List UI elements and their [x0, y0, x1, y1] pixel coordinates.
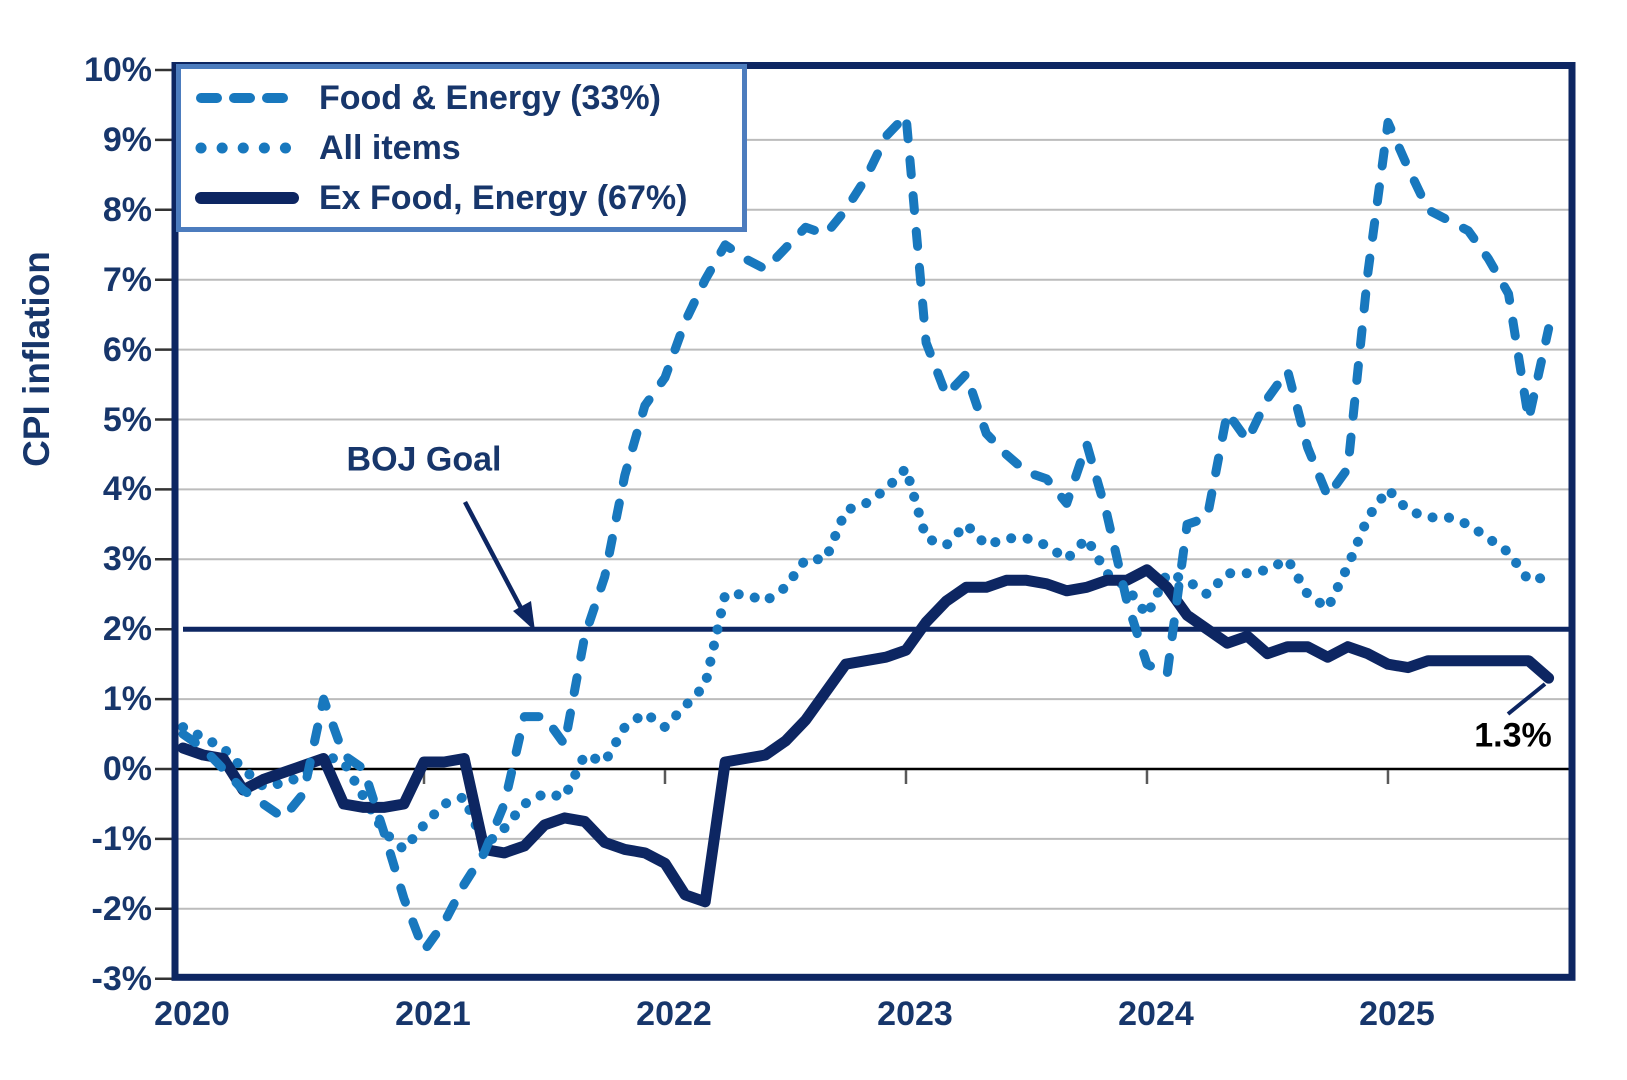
legend-item-food-energy: Food & Energy (33%) — [195, 79, 742, 118]
series-line-food-energy — [178, 110, 1554, 956]
legend-label-ex-food-energy: Ex Food, Energy (67%) — [319, 178, 688, 217]
y-tick-label: 8% — [102, 190, 152, 229]
y-tick-label: -1% — [91, 819, 152, 858]
y-tick-label: 4% — [102, 470, 152, 509]
legend-swatch-solid-icon — [195, 190, 299, 206]
legend-swatch-line — [195, 142, 299, 154]
plot-frame — [171, 62, 1576, 981]
x-tick-label: 2020 — [154, 995, 230, 1033]
legend-label-food-energy: Food & Energy (33%) — [319, 78, 661, 117]
y-tick-label: 2% — [102, 610, 152, 649]
y-tick-label: 1% — [102, 680, 152, 719]
legend-swatch-line — [196, 93, 298, 103]
legend-swatch-dotted-icon — [195, 140, 299, 156]
y-tick-label: -2% — [91, 889, 152, 928]
y-tick-label: 5% — [102, 400, 152, 439]
y-axis-title: CPI inflation — [16, 251, 57, 467]
legend-item-ex-food-energy: Ex Food, Energy (67%) — [195, 179, 742, 218]
legend-swatch-dashed-icon — [195, 90, 299, 106]
boj-goal-annotation: BOJ Goal — [346, 440, 502, 479]
y-tick-label: 10% — [83, 51, 152, 89]
x-tick-label: 2021 — [395, 995, 471, 1033]
legend-label-all-items: All items — [319, 128, 461, 167]
last-value-leader-line — [1506, 682, 1547, 716]
legend-item-all-items: All items — [195, 129, 742, 168]
legend-swatch-line — [195, 192, 299, 204]
y-tick-label: 6% — [102, 330, 152, 369]
x-tick-label: 2023 — [877, 995, 953, 1033]
series-line-ex-food-energy — [177, 564, 1555, 908]
y-tick-label: 7% — [102, 260, 152, 299]
last-value-label: 1.3% — [1474, 716, 1552, 755]
y-tick-label: 3% — [102, 540, 152, 579]
x-tick-label: 2024 — [1118, 995, 1194, 1033]
y-tick-label: -3% — [91, 959, 152, 998]
legend: Food & Energy (33%) All items Ex Food, E… — [176, 64, 747, 232]
y-tick-label: 9% — [102, 120, 152, 159]
boj-goal-arrow-line — [463, 500, 523, 610]
series-line-all-items — [178, 463, 1554, 855]
boj-goal-arrowhead-icon — [513, 601, 535, 631]
x-tick-label: 2022 — [636, 995, 712, 1033]
x-tick-label: 2025 — [1359, 995, 1435, 1033]
y-tick-label: 0% — [102, 750, 152, 788]
